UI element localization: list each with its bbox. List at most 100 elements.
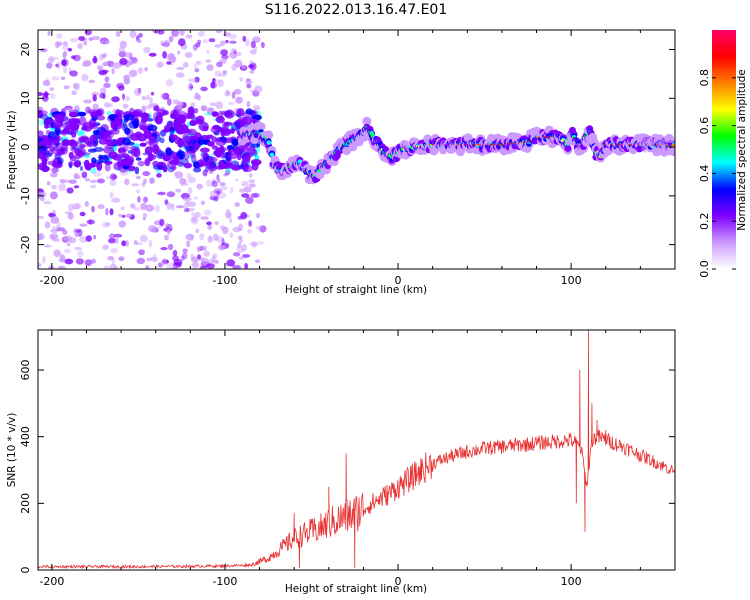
heat-cell <box>79 223 88 227</box>
heat-cell <box>50 228 59 233</box>
heat-cell <box>182 133 190 141</box>
heat-cell <box>215 139 227 147</box>
heat-cell <box>218 244 226 251</box>
spectrogram-xtick-label: -100 <box>212 274 237 287</box>
heat-cell <box>261 41 265 49</box>
heatmap-marks <box>38 30 675 269</box>
heat-cell <box>249 49 257 55</box>
heat-cell <box>49 172 58 178</box>
heat-cell <box>214 44 221 48</box>
heat-cell <box>206 221 212 226</box>
heat-cell <box>97 204 105 210</box>
heat-cell <box>183 208 189 213</box>
spectrogram-ylabel: Frequency (Hz) <box>6 110 18 189</box>
heat-cell <box>118 85 125 91</box>
colorbar-ticks: 0.0 0.2 0.4 0.6 0.8 <box>698 69 736 278</box>
heat-cell <box>115 31 121 37</box>
heat-cell <box>128 69 138 78</box>
heat-cell <box>186 240 191 248</box>
heat-cell <box>104 102 110 108</box>
heat-cell <box>240 211 248 220</box>
heat-cell <box>222 226 229 235</box>
heat-cell <box>66 187 74 194</box>
heat-cell <box>166 202 172 210</box>
heat-cell <box>78 144 86 149</box>
heat-cell <box>68 203 75 211</box>
heat-cell <box>64 127 70 132</box>
heat-cell <box>175 188 182 193</box>
heat-cell <box>197 254 202 260</box>
heat-cell <box>66 242 71 247</box>
heat-cell <box>138 249 146 256</box>
heat-cell <box>105 207 109 216</box>
heat-cell <box>154 204 161 213</box>
heat-cell <box>62 41 68 46</box>
heat-cell <box>76 147 87 158</box>
heat-cell <box>147 124 158 132</box>
heat-cell <box>199 233 205 241</box>
spectrogram-xlabel: Height of straight line (km) <box>285 284 427 296</box>
heat-cell <box>142 213 148 218</box>
heat-cell <box>61 58 69 67</box>
heat-cell <box>152 253 157 260</box>
heat-cell <box>206 64 214 71</box>
heat-cell <box>98 154 104 160</box>
heat-cell <box>92 162 100 167</box>
heat-cell <box>235 178 239 182</box>
heat-cell <box>664 137 671 144</box>
heat-cell <box>251 161 259 171</box>
heat-cell <box>670 137 675 144</box>
heat-cell <box>143 131 153 139</box>
heat-cell <box>91 35 101 41</box>
heat-cell <box>83 40 88 46</box>
heat-cell <box>180 255 185 261</box>
heat-cell <box>106 139 114 147</box>
heat-cell <box>242 254 251 258</box>
heat-cell <box>42 256 46 264</box>
snr-ytick-label: 600 <box>19 360 32 381</box>
heat-cell <box>143 196 148 203</box>
heat-cell <box>177 105 183 109</box>
heat-cell <box>61 59 67 66</box>
heat-cell <box>168 35 174 43</box>
heat-cell <box>191 212 195 216</box>
heat-cell <box>121 214 126 218</box>
heat-cell <box>81 73 89 82</box>
snr-ylabel: SNR (10 * v/v) <box>6 413 18 488</box>
heat-cell <box>111 258 115 266</box>
heat-cell <box>163 39 171 48</box>
heat-cell <box>256 241 265 245</box>
heat-cell <box>57 157 64 165</box>
heat-cell <box>77 250 84 258</box>
heat-cell <box>651 146 658 153</box>
heat-cell <box>251 242 258 248</box>
colorbar-tick-label: 0.0 <box>698 260 711 278</box>
heat-cell <box>124 113 134 121</box>
heat-cell <box>63 235 73 241</box>
heat-cell <box>250 40 256 49</box>
heat-cell <box>178 38 186 47</box>
heat-cell <box>255 146 261 154</box>
heat-cell <box>102 221 110 228</box>
heat-cell <box>69 70 78 77</box>
spectrogram-xtick-label: 100 <box>561 274 582 287</box>
heat-cell <box>206 49 210 54</box>
heat-cell <box>191 261 199 269</box>
heat-cell <box>241 156 251 165</box>
heat-cell <box>40 139 47 147</box>
heat-cell <box>89 134 97 142</box>
heat-cell <box>62 179 72 184</box>
heat-cell <box>139 142 147 147</box>
heat-cell <box>51 167 59 173</box>
heat-cell <box>47 57 55 64</box>
heat-cell <box>184 52 193 58</box>
heat-cell <box>232 252 241 257</box>
heat-cell <box>145 140 156 145</box>
heat-cell <box>149 97 154 105</box>
heat-cell <box>175 205 185 209</box>
heat-cell <box>157 191 166 196</box>
heat-cell <box>109 233 116 239</box>
heat-cell <box>186 128 197 136</box>
colorbar-tick-label: 0.2 <box>698 212 711 230</box>
